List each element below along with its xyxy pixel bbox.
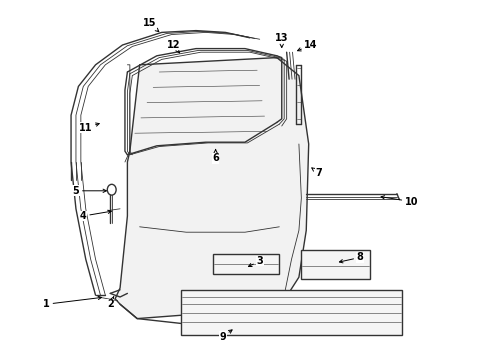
Text: 2: 2 bbox=[107, 296, 114, 309]
Polygon shape bbox=[301, 250, 370, 279]
Polygon shape bbox=[181, 290, 402, 335]
Text: 15: 15 bbox=[143, 18, 159, 32]
Text: 10: 10 bbox=[381, 196, 418, 207]
Text: 11: 11 bbox=[79, 123, 99, 133]
Text: 5: 5 bbox=[73, 186, 106, 196]
Polygon shape bbox=[213, 254, 279, 274]
Text: 9: 9 bbox=[220, 330, 232, 342]
Text: 1: 1 bbox=[43, 296, 101, 309]
Text: 13: 13 bbox=[275, 33, 289, 48]
Text: 6: 6 bbox=[212, 149, 219, 163]
Ellipse shape bbox=[107, 184, 116, 195]
Polygon shape bbox=[115, 58, 309, 319]
Text: 7: 7 bbox=[312, 168, 322, 178]
Text: 12: 12 bbox=[167, 40, 181, 53]
Text: 8: 8 bbox=[340, 252, 364, 263]
Text: 14: 14 bbox=[297, 40, 318, 51]
Text: 4: 4 bbox=[80, 210, 111, 221]
Text: 3: 3 bbox=[248, 256, 263, 266]
